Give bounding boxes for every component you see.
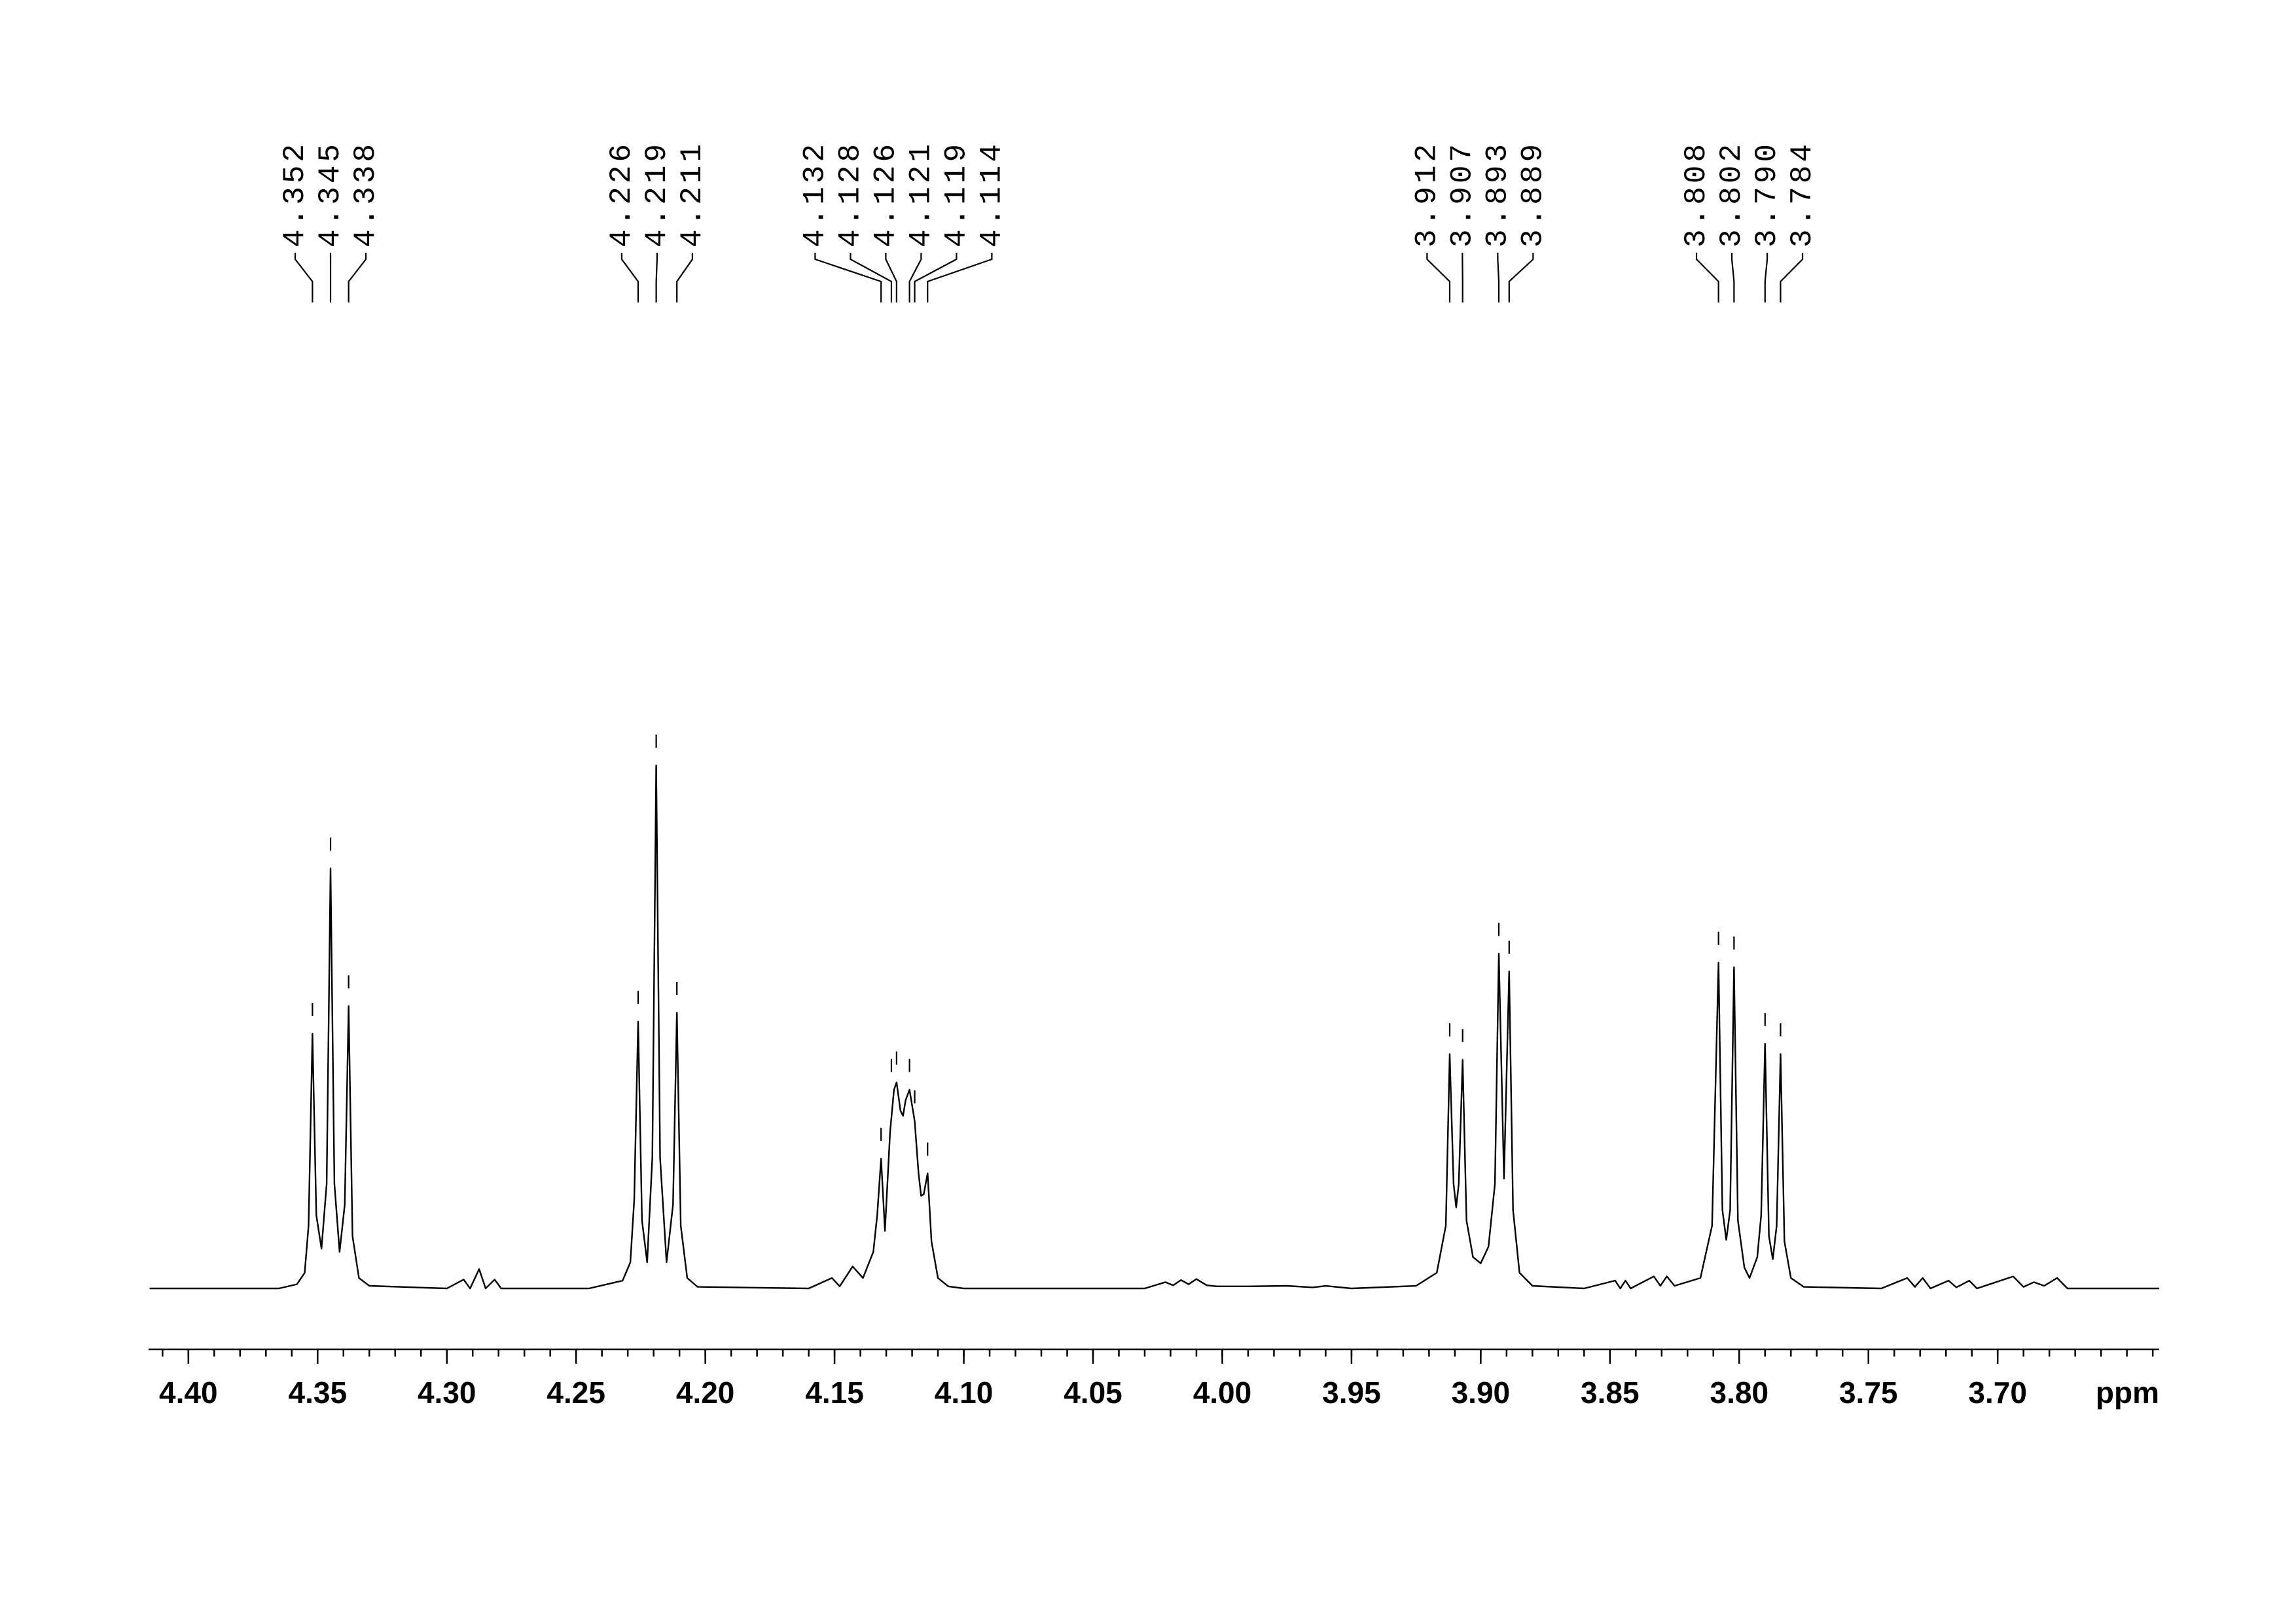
peak-label: 4.114 xyxy=(975,141,1009,247)
peak-leader xyxy=(348,253,367,302)
peak-leader xyxy=(1426,253,1451,302)
x-tick-label: 3.70 xyxy=(1968,1376,2027,1410)
peak-label: 3.808 xyxy=(1679,141,1713,247)
peak-label: 3.893 xyxy=(1481,141,1515,247)
peak-label: 4.119 xyxy=(940,141,974,247)
peak-label: 4.126 xyxy=(869,141,903,247)
peak-label: 4.345 xyxy=(314,141,348,247)
x-axis-label: ppm xyxy=(2096,1376,2159,1410)
x-tick-label: 3.80 xyxy=(1710,1376,1769,1410)
peak-label: 3.784 xyxy=(1785,141,1820,247)
peak-label: 3.802 xyxy=(1715,141,1749,247)
peak-leader xyxy=(908,253,922,302)
peak-label: 4.121 xyxy=(905,141,939,247)
peak-label: 3.790 xyxy=(1750,141,1784,247)
peak-label: 4.219 xyxy=(640,141,674,247)
x-tick-label: 3.75 xyxy=(1839,1376,1898,1410)
x-tick-label: 3.85 xyxy=(1581,1376,1640,1410)
peak-leader xyxy=(620,253,639,302)
x-tick-label: 4.40 xyxy=(159,1376,218,1410)
spectrum-line xyxy=(149,764,2159,1290)
peak-leader xyxy=(655,253,658,302)
x-tick-label: 4.25 xyxy=(547,1376,605,1410)
x-tick-label: 4.15 xyxy=(805,1376,864,1410)
peak-label: 4.128 xyxy=(834,141,868,247)
peak-label: 4.226 xyxy=(605,141,639,247)
x-tick-label: 4.00 xyxy=(1193,1376,1252,1410)
peak-leader xyxy=(1764,253,1768,302)
x-tick-label: 4.20 xyxy=(676,1376,735,1410)
peak-leader xyxy=(914,253,958,302)
peak-leader xyxy=(885,253,897,302)
x-tick-label: 4.10 xyxy=(935,1376,994,1410)
peak-leader xyxy=(1695,253,1719,302)
peak-leader xyxy=(1731,253,1735,302)
peak-leader xyxy=(927,253,993,302)
x-tick-label: 4.30 xyxy=(418,1376,476,1410)
peak-label: 3.889 xyxy=(1516,141,1551,247)
x-tick-label: 3.95 xyxy=(1322,1376,1381,1410)
x-tick-label: 3.90 xyxy=(1452,1376,1511,1410)
peak-label: 4.132 xyxy=(798,141,833,247)
x-tick-label: 4.05 xyxy=(1064,1376,1122,1410)
peak-leader xyxy=(1497,253,1500,302)
x-tick-label: 4.35 xyxy=(289,1376,348,1410)
peak-leader xyxy=(1780,253,1804,302)
peak-leader xyxy=(676,253,694,302)
peak-label: 3.912 xyxy=(1410,141,1444,247)
peak-leader xyxy=(814,253,882,302)
peak-label: 4.352 xyxy=(278,141,312,247)
peak-leader xyxy=(294,253,314,302)
peak-label: 4.211 xyxy=(675,141,709,247)
peak-label: 4.338 xyxy=(349,141,383,247)
peak-leader xyxy=(1508,253,1534,302)
peak-label: 3.907 xyxy=(1446,141,1480,247)
peak-leader xyxy=(850,253,893,302)
